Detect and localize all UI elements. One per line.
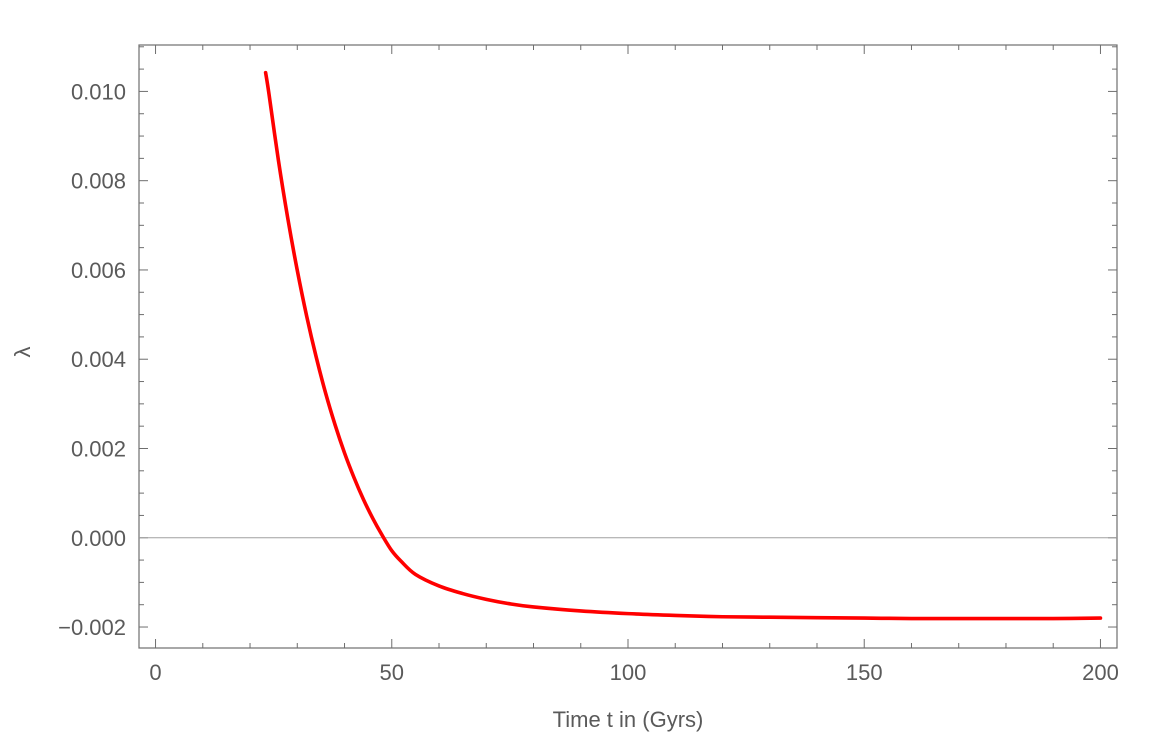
y-tick-label: 0.010 <box>71 79 126 104</box>
y-axis-title: λ <box>10 347 35 358</box>
x-tick-label: 200 <box>1082 660 1119 685</box>
series-line <box>263 70 1103 621</box>
y-tick-label: −0.002 <box>58 615 126 640</box>
y-tick-label: 0.006 <box>71 258 126 283</box>
y-tick-label: 0.004 <box>71 347 126 372</box>
x-axis-title: Time t in (Gyrs) <box>553 707 704 732</box>
y-tick-label: 0.002 <box>71 436 126 461</box>
x-tick-label: 50 <box>380 660 404 685</box>
x-tick-label: 100 <box>610 660 647 685</box>
y-tick-labels: −0.002 0.000 0.002 0.004 0.006 0.008 0.010 <box>58 79 126 640</box>
axis-ticks <box>139 45 1117 648</box>
x-tick-label: 0 <box>149 660 161 685</box>
plot-frame <box>138 44 1118 649</box>
y-tick-label: 0.008 <box>71 169 126 194</box>
x-tick-labels: 0 50 100 150 200 <box>149 660 1118 685</box>
plot-border <box>138 44 1118 649</box>
x-tick-label: 150 <box>846 660 883 685</box>
series-layer <box>263 70 1103 621</box>
y-tick-label: 0.000 <box>71 526 126 551</box>
